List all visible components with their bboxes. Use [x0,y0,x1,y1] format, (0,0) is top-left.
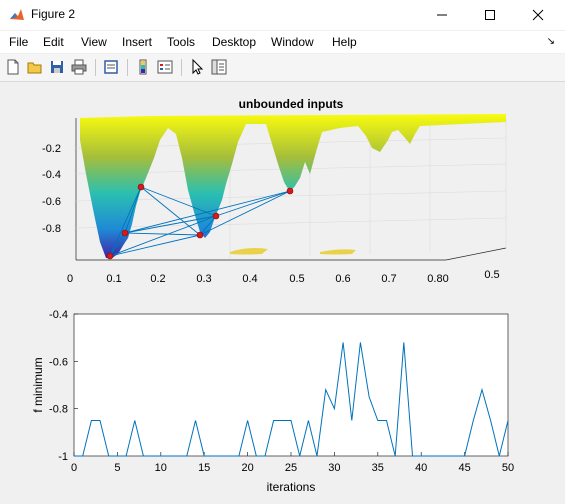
line-plot-axes[interactable]: -0.4 -0.6 -0.8 -1 0 5 10 15 20 25 30 35 40 45 50 iter… [31,309,514,494]
z-tick-label: -0.8 [42,223,61,235]
toolbar-separator [95,59,96,76]
close-button[interactable] [515,0,561,30]
surface-floor-patch [320,249,356,255]
toolbar [0,54,565,82]
y-tick-label: -0.4 [49,309,68,321]
figure-canvas[interactable]: unbounded inputs [0,82,565,504]
x-axis-label: iterations [267,480,316,494]
z-axis-ticks: -0.2 -0.4 -0.6 -0.8 [42,143,61,235]
x-tick-label: 0 [71,462,77,474]
menu-window[interactable]: Window [271,35,314,49]
minimum-point[interactable] [196,231,204,239]
y-axis-ticks: -0.4 -0.6 -0.8 -1 [49,309,78,463]
x-axis-ticks-top: 0 0.1 0.2 0.3 0.4 0.5 0.6 0.7 0.80 0.5 [67,269,500,285]
y-tick-label: -0.6 [49,356,68,368]
maximize-icon [485,10,495,20]
print-icon[interactable] [70,58,88,76]
minimum-point[interactable] [286,187,294,195]
menu-view[interactable]: View [81,35,107,49]
menu-dock-arrow-icon[interactable]: ↘ [546,36,555,47]
maximize-button[interactable] [467,0,513,30]
title-bar: Figure 2 [0,0,565,30]
menu-insert[interactable]: Insert [122,35,153,49]
minimum-point[interactable] [212,212,220,220]
minimum-point[interactable] [121,229,129,237]
series-line-f-minimum [74,342,509,457]
toolbar-separator [127,59,128,76]
x-tick-label: 40 [415,462,427,474]
minima-points [106,183,294,260]
surface-floor-patch [230,248,268,255]
matlab-logo-icon [10,9,24,20]
colorbar-icon[interactable] [134,58,152,76]
x-tick-label: 10 [155,462,167,474]
x-tick-label: 0.80 [427,273,448,285]
x-tick-label: 0.6 [335,273,350,285]
menu-desktop[interactable]: Desktop [212,35,257,49]
toolbar-separator [181,59,182,76]
legend-icon[interactable] [156,58,174,76]
search-path-lines [109,186,291,257]
menu-file[interactable]: File [9,35,29,49]
print-preview-icon[interactable] [102,58,120,76]
top-plot-title: unbounded inputs [239,97,344,111]
z-tick-label: -0.6 [42,196,61,208]
menu-help[interactable]: Help [332,35,357,49]
x-tick-label: 35 [372,462,384,474]
minimize-button[interactable] [419,0,465,30]
axes-box [75,118,507,261]
menu-tools[interactable]: Tools [167,35,196,49]
x-tick-label: 50 [502,462,514,474]
x-tick-label: 20 [241,462,253,474]
y-tick-label: -1 [58,451,68,463]
y-tick-label: 0.5 [484,269,499,281]
x-tick-label: 25 [285,462,297,474]
x-tick-label: 15 [198,462,210,474]
x-tick-label: 0.4 [242,273,257,285]
x-tick-label: 30 [328,462,340,474]
minimum-point[interactable] [137,183,145,191]
plot-area [73,313,509,457]
open-file-icon[interactable] [26,58,44,76]
minimize-icon [437,14,447,16]
close-icon [532,9,544,21]
surface [80,114,506,258]
z-tick-label: -0.2 [42,143,61,155]
minimum-point[interactable] [106,252,114,260]
menu-edit[interactable]: Edit [43,35,64,49]
pointer-icon[interactable] [188,58,206,76]
window-title: Figure 2 [31,7,76,21]
menu-bar: File Edit View Insert Tools Desktop Wind… [0,31,565,53]
y-tick-label: -0.8 [49,404,68,416]
y-axis-label: f minimum [31,357,45,412]
surface-plot-axes[interactable]: unbounded inputs [42,97,507,285]
new-figure-icon[interactable] [4,58,22,76]
x-tick-label: 0.7 [381,273,396,285]
z-tick-label: -0.4 [42,169,61,181]
x-tick-label: 0.1 [106,273,121,285]
x-tick-label: 0 [67,273,73,285]
x-axis-ticks: 0 5 10 15 20 25 30 35 40 45 50 [71,452,514,474]
x-tick-label: 45 [458,462,470,474]
property-editor-icon[interactable] [210,58,228,76]
x-tick-label: 5 [114,462,120,474]
x-tick-label: 0.2 [150,273,165,285]
x-tick-label: 0.5 [289,273,304,285]
x-tick-label: 0.3 [196,273,211,285]
save-icon[interactable] [48,58,66,76]
